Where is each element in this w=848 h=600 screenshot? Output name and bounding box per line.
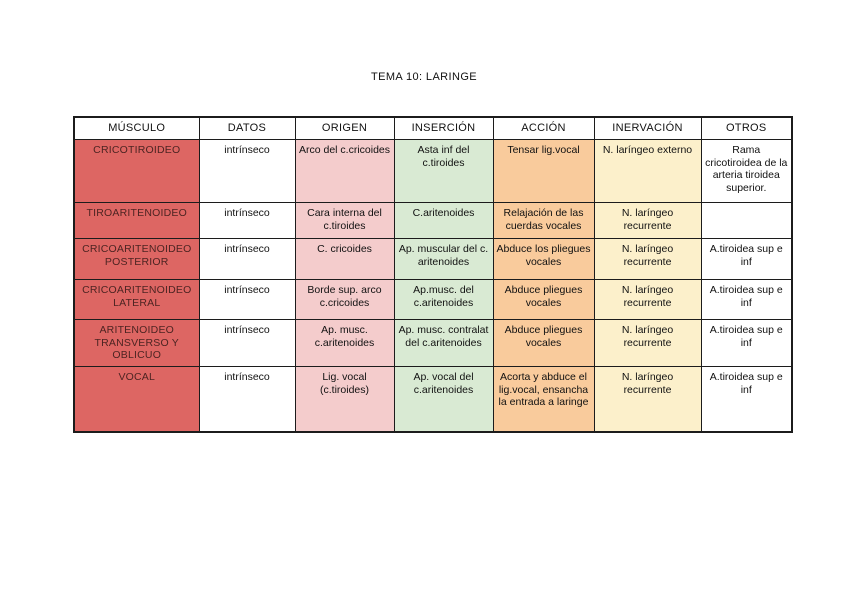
cell-accion: Abduce los pliegues vocales — [492, 238, 595, 280]
cell-datos: intrínseco — [198, 202, 296, 239]
cell-datos: intrínseco — [198, 366, 296, 432]
cell-musculo: CRICOARITENOIDEO POSTERIOR — [73, 238, 200, 280]
table-row-cricotiroideo: CRICOTIROIDEO intrínseco Arco del c.cric… — [73, 139, 793, 203]
cell-accion: Abduce pliegues vocales — [492, 279, 595, 320]
cell-inervacion: N. laríngeo recurrente — [593, 238, 702, 280]
cell-origen: C. cricoides — [294, 238, 395, 280]
cell-origen: Cara interna del c.tiroides — [294, 202, 395, 239]
cell-inervacion: N. laríngeo externo — [593, 139, 702, 203]
column-header-accion: ACCIÓN — [492, 116, 595, 140]
page-title: TEMA 10: LARINGE — [370, 71, 478, 83]
cell-musculo: CRICOTIROIDEO — [73, 139, 200, 203]
cell-inervacion: N. laríngeo recurrente — [593, 319, 702, 367]
cell-otros: A.tiroidea sup e inf — [700, 238, 793, 280]
cell-accion: Acorta y abduce el lig.vocal, ensancha l… — [492, 366, 595, 432]
cell-insercion: Ap. musc. contralat del c.aritenoides — [393, 319, 494, 367]
cell-otros: A.tiroidea sup e inf — [700, 279, 793, 320]
cell-origen: Arco del c.cricoides — [294, 139, 395, 203]
table-row-vocal: VOCAL intrínseco Lig. vocal (c.tiroides)… — [73, 366, 793, 432]
cell-insercion: Ap. muscular del c. aritenoides — [393, 238, 494, 280]
cell-origen: Borde sup. arco c.cricoides — [294, 279, 395, 320]
cell-otros: Rama cricotiroidea de la arteria tiroide… — [700, 139, 793, 203]
header-row: MÚSCULO DATOS ORIGEN INSERCIÓN ACCIÓN IN… — [73, 116, 793, 140]
cell-inervacion: N. laríngeo recurrente — [593, 279, 702, 320]
cell-datos: intrínseco — [198, 238, 296, 280]
larynx-muscles-table: MÚSCULO DATOS ORIGEN INSERCIÓN ACCIÓN IN… — [73, 116, 793, 433]
table-row-cricoaritenoideo-lateral: CRICOARITENOIDEO LATERAL intrínseco Bord… — [73, 279, 793, 320]
cell-accion: Relajación de las cuerdas vocales — [492, 202, 595, 239]
cell-insercion: Ap.musc. del c.aritenoides — [393, 279, 494, 320]
cell-origen: Ap. musc. c.aritenoides — [294, 319, 395, 367]
table-row-cricoaritenoideo-posterior: CRICOARITENOIDEO POSTERIOR intrínseco C.… — [73, 238, 793, 280]
column-header-datos: DATOS — [198, 116, 296, 140]
cell-accion: Abduce pliegues vocales — [492, 319, 595, 367]
cell-datos: intrínseco — [198, 319, 296, 367]
table-row-aritenoideo-transverso-oblicuo: ARITENOIDEO TRANSVERSO Y OBLICUO intríns… — [73, 319, 793, 367]
column-header-musculo: MÚSCULO — [73, 116, 200, 140]
cell-musculo: TIROARITENOIDEO — [73, 202, 200, 239]
cell-accion: Tensar lig.vocal — [492, 139, 595, 203]
cell-datos: intrínseco — [198, 139, 296, 203]
cell-insercion: Ap. vocal del c.aritenoides — [393, 366, 494, 432]
column-header-inervacion: INERVACIÓN — [593, 116, 702, 140]
cell-origen: Lig. vocal (c.tiroides) — [294, 366, 395, 432]
cell-musculo: ARITENOIDEO TRANSVERSO Y OBLICUO — [73, 319, 200, 367]
cell-otros: A.tiroidea sup e inf — [700, 366, 793, 432]
column-header-insercion: INSERCIÓN — [393, 116, 494, 140]
cell-insercion: C.aritenoides — [393, 202, 494, 239]
cell-musculo: VOCAL — [73, 366, 200, 432]
cell-inervacion: N. laríngeo recurrente — [593, 202, 702, 239]
cell-musculo: CRICOARITENOIDEO LATERAL — [73, 279, 200, 320]
cell-insercion: Asta inf del c.tiroides — [393, 139, 494, 203]
column-header-origen: ORIGEN — [294, 116, 395, 140]
table-row-tiroaritenoideo: TIROARITENOIDEO intrínseco Cara interna … — [73, 202, 793, 239]
cell-inervacion: N. laríngeo recurrente — [593, 366, 702, 432]
cell-otros: A.tiroidea sup e inf — [700, 319, 793, 367]
cell-otros — [700, 202, 793, 239]
cell-datos: intrínseco — [198, 279, 296, 320]
column-header-otros: OTROS — [700, 116, 793, 140]
